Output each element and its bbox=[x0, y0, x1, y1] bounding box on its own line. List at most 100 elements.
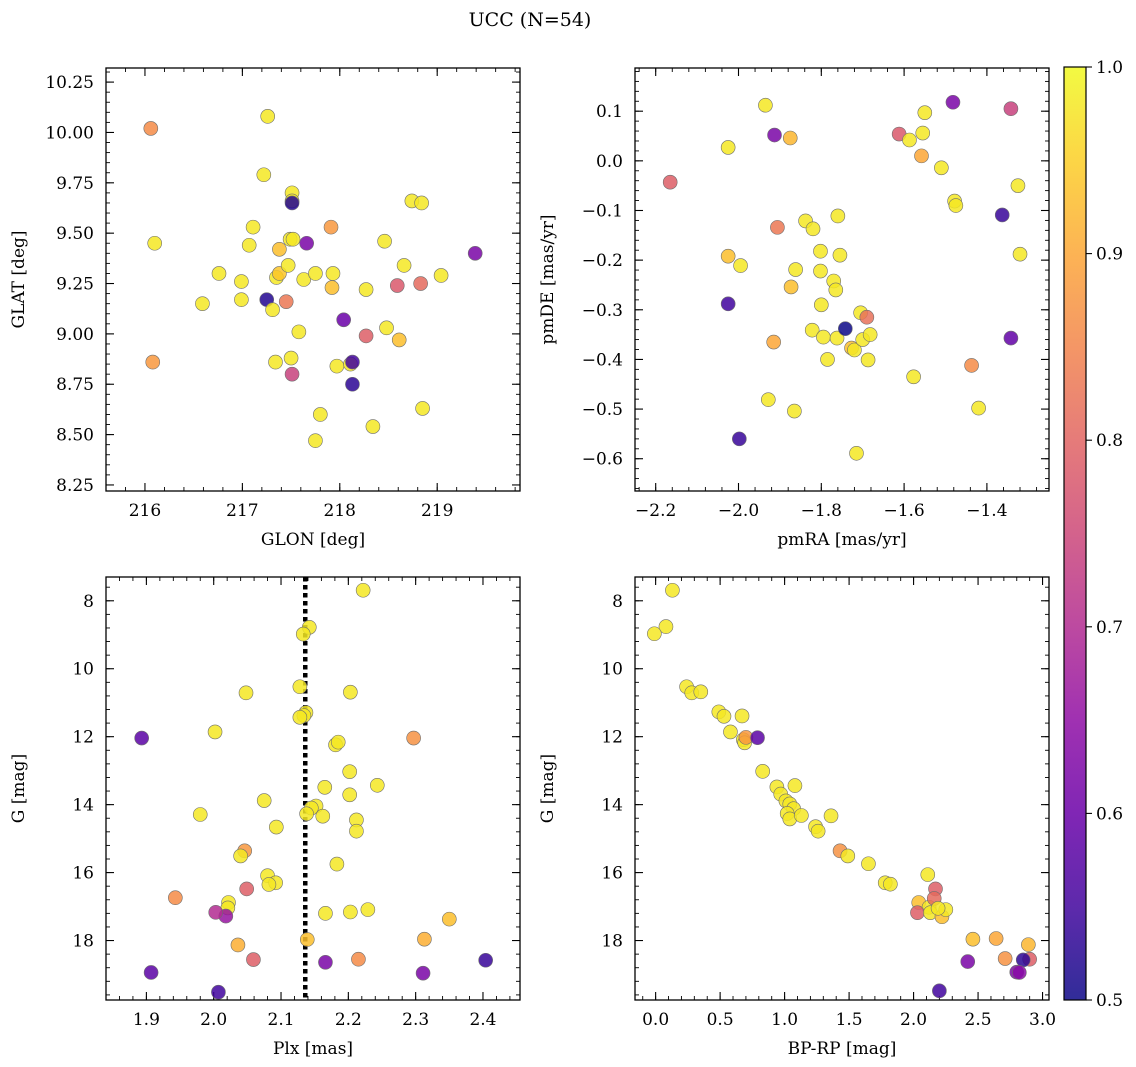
y-tick-label: 16 bbox=[601, 864, 623, 884]
data-point bbox=[292, 679, 308, 695]
y-axis-label: GLAT [deg] bbox=[9, 230, 29, 328]
scatter-points bbox=[143, 109, 483, 448]
data-point bbox=[241, 237, 257, 253]
data-point bbox=[343, 684, 358, 700]
plot-area bbox=[635, 577, 1049, 1000]
data-point bbox=[658, 619, 674, 634]
data-point bbox=[932, 983, 947, 999]
x-tick-label: 2.4 bbox=[469, 1010, 496, 1030]
data-point bbox=[284, 366, 300, 382]
x-axis-label: GLON [deg] bbox=[261, 530, 365, 550]
x-tick-label: 0.0 bbox=[642, 1010, 669, 1030]
data-point bbox=[813, 297, 829, 313]
data-point bbox=[847, 342, 862, 358]
data-point bbox=[147, 235, 163, 251]
data-point bbox=[849, 445, 864, 461]
data-point bbox=[442, 911, 457, 927]
y-tick-label: −0.1 bbox=[582, 201, 623, 221]
data-point bbox=[758, 97, 773, 113]
y-tick-label: −0.2 bbox=[582, 251, 623, 271]
major-ticks bbox=[635, 68, 1049, 491]
data-point bbox=[272, 241, 287, 257]
data-point bbox=[838, 321, 853, 336]
figure-title: UCC (N=54) bbox=[469, 9, 592, 31]
data-point bbox=[351, 951, 366, 967]
data-point bbox=[329, 856, 345, 872]
data-point bbox=[804, 322, 820, 338]
data-point bbox=[295, 626, 311, 642]
data-point bbox=[406, 730, 421, 746]
data-point bbox=[324, 280, 340, 295]
data-point bbox=[299, 932, 315, 947]
data-point bbox=[208, 905, 224, 920]
data-point bbox=[291, 324, 307, 340]
data-point bbox=[1003, 101, 1019, 117]
data-point bbox=[805, 221, 821, 237]
x-tick-label: 2.0 bbox=[900, 1010, 927, 1030]
data-point bbox=[945, 94, 961, 110]
data-point bbox=[994, 207, 1010, 223]
data-point bbox=[732, 431, 747, 447]
data-point bbox=[1015, 952, 1031, 968]
x-tick-label: 2.3 bbox=[402, 1010, 429, 1030]
data-point bbox=[343, 904, 358, 920]
data-point bbox=[342, 787, 357, 803]
y-tick-label: 9.25 bbox=[56, 275, 94, 295]
data-point bbox=[965, 931, 981, 947]
data-point bbox=[296, 272, 312, 287]
x-tick-label: 2.2 bbox=[335, 1010, 362, 1030]
data-point bbox=[859, 309, 875, 325]
y-axis-label: G [mag] bbox=[9, 754, 29, 823]
data-point bbox=[315, 808, 331, 824]
y-tick-label: 8 bbox=[83, 592, 94, 612]
data-point bbox=[767, 127, 782, 143]
y-tick-label: 9.00 bbox=[56, 325, 94, 345]
data-point bbox=[336, 312, 351, 328]
data-point bbox=[467, 246, 483, 261]
data-point bbox=[283, 350, 299, 366]
data-point bbox=[211, 984, 226, 1000]
data-point bbox=[414, 195, 429, 211]
colorbar-gradient bbox=[1064, 67, 1086, 1000]
data-point bbox=[415, 401, 430, 416]
y-tick-label: 18 bbox=[72, 932, 94, 952]
data-point bbox=[391, 332, 407, 348]
data-point bbox=[280, 258, 296, 273]
y-tick-label: 10 bbox=[601, 660, 623, 680]
data-point bbox=[1021, 937, 1036, 952]
scatter-panel-3: 1.9 2.0 2.1 2.2 2.3 2.4 8 10 12 14 16 18 Plx [mas] G … bbox=[9, 576, 521, 1059]
data-point bbox=[960, 954, 976, 969]
x-tick-label: −1.4 bbox=[966, 501, 1007, 521]
data-point bbox=[377, 233, 392, 249]
data-point bbox=[342, 764, 357, 779]
data-point bbox=[734, 708, 750, 724]
data-point bbox=[143, 121, 159, 136]
y-tick-label: −0.4 bbox=[582, 350, 623, 370]
data-point bbox=[723, 724, 738, 740]
y-tick-label: 10.00 bbox=[45, 123, 94, 143]
scatter-panel-2: −2.2 −2.0 −1.8 −1.6 −1.4 −0.6 −0.5 −0.4 −0.3 −0.2… bbox=[538, 67, 1050, 550]
data-point bbox=[862, 327, 878, 342]
data-point bbox=[358, 282, 374, 297]
data-point bbox=[265, 302, 280, 318]
data-point bbox=[971, 400, 986, 416]
data-point bbox=[349, 823, 364, 839]
data-point bbox=[360, 902, 376, 917]
data-point bbox=[770, 220, 785, 235]
y-tick-label: −0.5 bbox=[582, 400, 623, 420]
data-point bbox=[997, 951, 1013, 966]
data-point bbox=[317, 780, 333, 795]
x-tick-label: −2.2 bbox=[635, 501, 676, 521]
data-point bbox=[1010, 178, 1026, 193]
data-point bbox=[720, 140, 736, 155]
x-tick-label: 0.5 bbox=[707, 1010, 734, 1030]
data-point bbox=[914, 148, 929, 164]
data-point bbox=[143, 965, 159, 980]
x-tick-label: 218 bbox=[324, 501, 356, 521]
data-point bbox=[720, 248, 736, 264]
data-point bbox=[883, 876, 898, 892]
x-tick-label: −1.8 bbox=[801, 501, 842, 521]
data-point bbox=[813, 263, 828, 279]
x-tick-label: 1.9 bbox=[133, 1010, 160, 1030]
major-ticks bbox=[106, 68, 520, 491]
